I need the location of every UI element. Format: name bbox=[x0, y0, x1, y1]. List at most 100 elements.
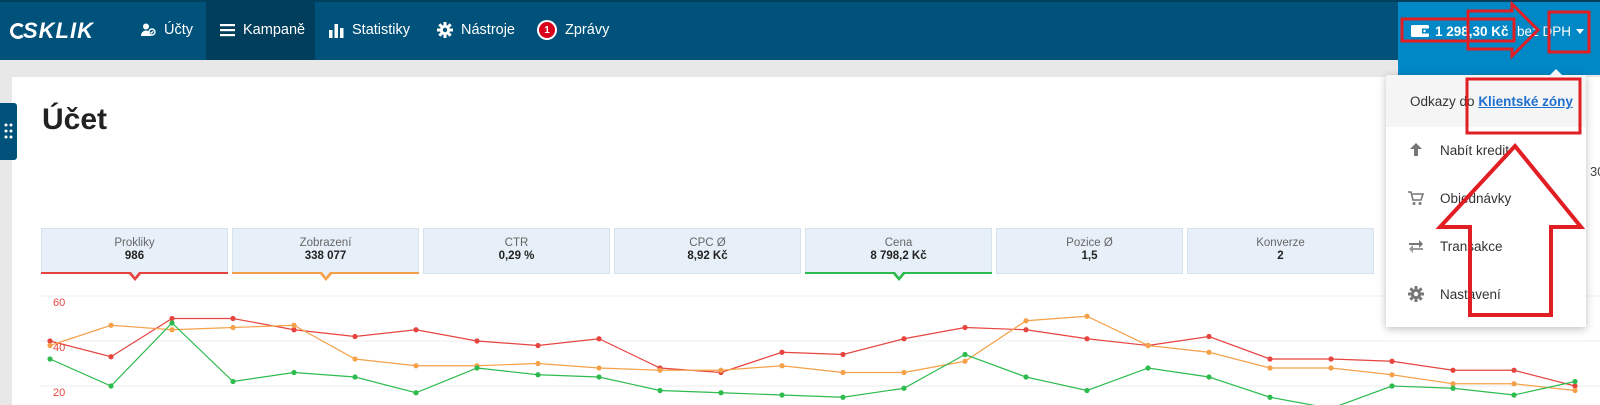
accounts-icon bbox=[140, 22, 156, 38]
data-point bbox=[230, 324, 236, 331]
data-point bbox=[596, 365, 602, 371]
nav-label-campaigns: Kampaně bbox=[243, 22, 306, 38]
data-point bbox=[352, 356, 358, 362]
menu-item-label: Transakce bbox=[1440, 239, 1503, 254]
credit-dropdown-menu: Odkazy do Klientské zóny Nabít kredit Ob… bbox=[1386, 69, 1586, 327]
y-tick-label: 20 bbox=[53, 387, 66, 399]
data-point bbox=[1328, 356, 1334, 362]
data-point bbox=[352, 333, 358, 340]
data-point bbox=[1084, 387, 1090, 394]
metric-value: 986 bbox=[124, 250, 145, 262]
data-point bbox=[474, 365, 480, 371]
data-point bbox=[413, 327, 419, 333]
wallet-icon bbox=[1411, 24, 1429, 41]
data-point bbox=[535, 342, 541, 349]
data-point bbox=[657, 367, 663, 373]
menu-item-settings[interactable]: Nastavení bbox=[1386, 271, 1586, 319]
data-point bbox=[718, 390, 724, 396]
client-zone-link[interactable]: Klientské zóny bbox=[1478, 94, 1573, 109]
data-point bbox=[1389, 383, 1395, 389]
cart-icon bbox=[1408, 191, 1424, 205]
data-point bbox=[1206, 333, 1212, 340]
side-panel-toggle[interactable] bbox=[0, 103, 17, 160]
data-point bbox=[352, 374, 358, 380]
data-point bbox=[657, 387, 663, 394]
nav-label-tools: Nástroje bbox=[461, 22, 515, 38]
data-point bbox=[1389, 372, 1395, 378]
series-line-cena bbox=[49, 322, 1576, 405]
data-point bbox=[1267, 394, 1273, 400]
data-point bbox=[1084, 313, 1090, 319]
metric-tab-cost[interactable]: Cena 8 798,2 Kč bbox=[805, 228, 992, 281]
top-navigation-bar: SKLIK Účty Kampaně Statistiky Nástroje 1… bbox=[0, 0, 1600, 60]
data-point bbox=[962, 358, 968, 364]
client-zone-prefix: Odkazy do bbox=[1410, 94, 1475, 109]
data-point bbox=[108, 322, 114, 328]
metric-value: 8,92 Kč bbox=[687, 250, 728, 262]
data-point bbox=[596, 374, 602, 380]
metric-tabs: Prokliky 986 Zobrazení 338 077 CTR 0,29 … bbox=[41, 228, 1441, 281]
menu-item-top-up-credit[interactable]: Nabít kredit bbox=[1386, 127, 1586, 175]
data-point bbox=[1267, 365, 1273, 371]
nav-item-accounts[interactable]: Účty bbox=[140, 0, 193, 60]
data-point bbox=[779, 392, 785, 398]
data-point bbox=[1206, 374, 1212, 380]
data-point bbox=[1572, 378, 1578, 385]
nav-item-messages[interactable]: 1 Zprávy bbox=[537, 0, 609, 60]
sklik-logo[interactable]: SKLIK bbox=[10, 18, 94, 44]
data-point bbox=[1450, 381, 1456, 387]
metric-tab-position[interactable]: Pozice Ø 1,5 bbox=[996, 228, 1183, 274]
metric-tab-conversions[interactable]: Konverze 2 bbox=[1187, 228, 1374, 274]
data-point bbox=[779, 363, 785, 369]
credit-tax-note: bez DPH bbox=[1517, 24, 1572, 39]
data-point bbox=[47, 356, 53, 362]
page-title: Účet bbox=[42, 103, 108, 136]
metric-label: Cena bbox=[884, 237, 913, 249]
data-point bbox=[108, 354, 114, 360]
data-point bbox=[901, 369, 907, 376]
chevron-down-icon bbox=[1576, 29, 1584, 34]
data-point bbox=[962, 351, 968, 358]
metric-tab-impressions[interactable]: Zobrazení 338 077 bbox=[232, 228, 419, 281]
data-point bbox=[840, 369, 846, 376]
nav-label-statistics: Statistiky bbox=[352, 22, 411, 38]
menu-item-label: Nastavení bbox=[1440, 287, 1501, 302]
metric-tab-clicks[interactable]: Prokliky 986 bbox=[41, 228, 228, 281]
data-point bbox=[535, 360, 541, 367]
nav-item-statistics[interactable]: Statistiky bbox=[329, 0, 410, 60]
transfer-arrows-icon bbox=[1409, 240, 1423, 253]
metric-value: 8 798,2 Kč bbox=[870, 250, 927, 262]
data-point bbox=[108, 383, 114, 389]
upload-arrow-icon bbox=[1410, 143, 1422, 156]
menu-item-label: Nabít kredit bbox=[1440, 143, 1510, 158]
data-point bbox=[1511, 381, 1517, 387]
data-point bbox=[413, 390, 419, 396]
data-point bbox=[291, 369, 297, 376]
metric-notch bbox=[128, 272, 141, 281]
data-point bbox=[779, 349, 785, 355]
data-point bbox=[169, 320, 175, 326]
metric-label: Prokliky bbox=[114, 237, 155, 249]
notification-badge: 1 bbox=[537, 20, 557, 40]
nav-item-campaigns[interactable]: Kampaně bbox=[206, 0, 315, 60]
data-point bbox=[840, 394, 846, 400]
data-point bbox=[1450, 385, 1456, 391]
data-point bbox=[47, 342, 53, 349]
data-point bbox=[1084, 336, 1090, 342]
client-zone-header: Odkazy do Klientské zóny bbox=[1386, 75, 1586, 127]
data-point bbox=[901, 336, 907, 342]
menu-item-orders[interactable]: Objednávky bbox=[1386, 175, 1586, 223]
data-point bbox=[1145, 342, 1151, 349]
data-point bbox=[1023, 374, 1029, 380]
data-point bbox=[535, 372, 541, 378]
menu-icon bbox=[220, 23, 235, 37]
metric-tab-ctr[interactable]: CTR 0,29 % bbox=[423, 228, 610, 274]
menu-item-transactions[interactable]: Transakce bbox=[1386, 223, 1586, 271]
nav-item-tools[interactable]: Nástroje bbox=[437, 0, 515, 60]
data-point bbox=[1328, 365, 1334, 371]
series-line-zobrazení bbox=[49, 315, 1576, 392]
metric-tab-cpc[interactable]: CPC Ø 8,92 Kč bbox=[614, 228, 801, 274]
nav-label-accounts: Účty bbox=[164, 22, 193, 38]
data-point bbox=[474, 338, 480, 344]
credit-balance-button[interactable]: 1 298,30 Kč bez DPH bbox=[1398, 2, 1600, 60]
